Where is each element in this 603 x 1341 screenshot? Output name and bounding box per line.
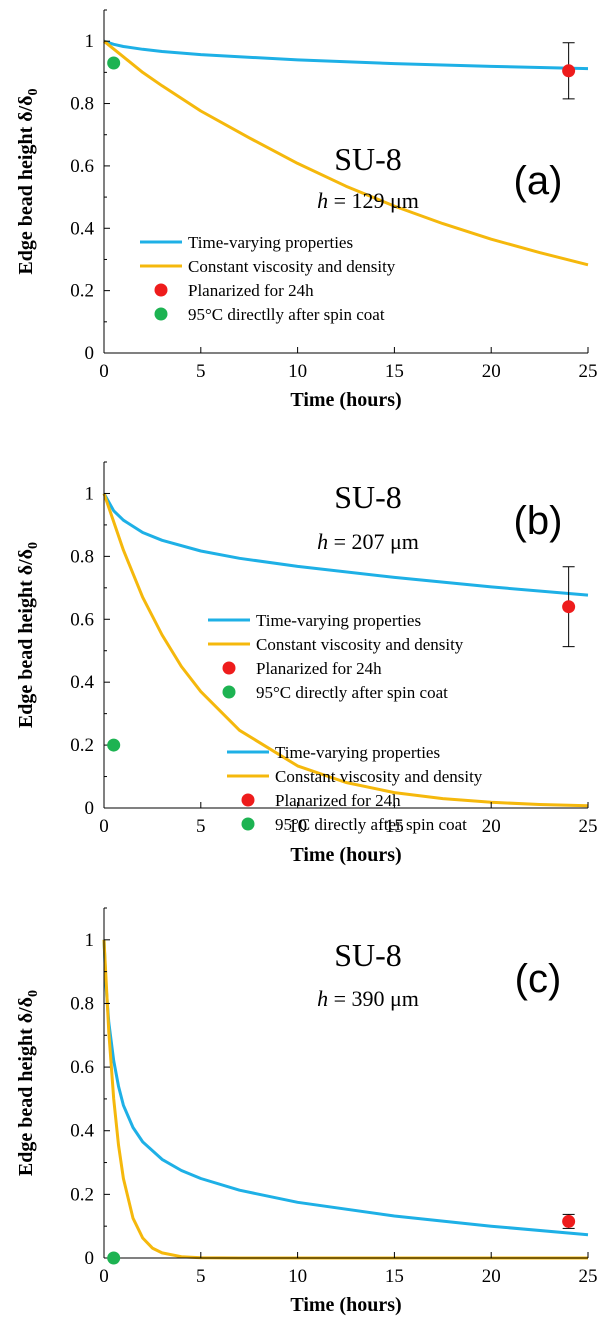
x-tick-label: 10 xyxy=(288,1266,307,1287)
y-tick-label: 0.4 xyxy=(70,672,94,693)
y-tick-label: 0.8 xyxy=(70,546,94,567)
material-label: SU-8 xyxy=(334,479,402,515)
y-axis-title: Edge bead height δ/δ0 xyxy=(15,542,41,728)
x-tick-label: 0 xyxy=(99,361,109,382)
data-point-4 xyxy=(107,738,121,752)
legend-entry: Constant viscosity and density xyxy=(256,635,464,654)
series-line-2 xyxy=(103,40,589,267)
data-point-3 xyxy=(562,600,576,614)
y-tick-label: 0 xyxy=(85,343,95,364)
legend-swatch-marker xyxy=(222,661,236,675)
series-line-1 xyxy=(102,492,589,597)
x-axis-title: Time (hours) xyxy=(290,389,401,411)
panel-label: (a) xyxy=(514,159,563,203)
y-axis-title: Edge bead height δ/δ0 xyxy=(15,88,41,274)
y-tick-label: 0 xyxy=(85,1248,95,1269)
x-axis-title: Time (hours) xyxy=(290,844,401,866)
y-tick-label: 0.6 xyxy=(70,609,94,630)
x-tick-label: 5 xyxy=(196,1266,206,1287)
x-tick-label: 20 xyxy=(482,361,501,382)
legend-swatch-marker xyxy=(241,817,255,831)
y-tick-label: 0.8 xyxy=(70,993,94,1014)
legend-swatch-marker xyxy=(154,307,168,321)
material-label: SU-8 xyxy=(334,141,402,177)
legend-swatch-marker xyxy=(241,793,255,807)
data-point-4 xyxy=(107,1251,121,1265)
y-tick-label: 1 xyxy=(85,483,95,504)
legend: Time-varying properties Constant viscosit… xyxy=(227,743,483,834)
y-tick-label: 1 xyxy=(85,930,95,951)
legend-entry: Time-varying properties xyxy=(188,233,353,252)
y-tick-label: 0.2 xyxy=(70,281,94,302)
x-tick-label: 5 xyxy=(196,361,206,382)
legend-entry: 95°C directlly after spin coat xyxy=(188,305,385,324)
panel-label: (c) xyxy=(515,957,562,1001)
x-axis-title: Time (hours) xyxy=(290,1294,401,1316)
x-tick-label: 0 xyxy=(99,1266,109,1287)
y-tick-label: 0.8 xyxy=(70,94,94,115)
legend: Time-varying properties Constant viscosit… xyxy=(140,233,396,324)
y-tick-label: 0.2 xyxy=(70,1184,94,1205)
x-tick-label: 15 xyxy=(385,816,404,837)
x-tick-label: 15 xyxy=(385,361,404,382)
y-axis-title: Edge bead height δ/δ0 xyxy=(15,990,41,1176)
x-tick-label: 25 xyxy=(579,1266,598,1287)
panel-label: (b) xyxy=(514,499,563,543)
legend-entry: 95°C directly after spin coat xyxy=(256,683,448,702)
thickness-label: h = 390 μm xyxy=(317,986,419,1011)
y-tick-label: 0.4 xyxy=(70,1121,94,1142)
x-tick-label: 0 xyxy=(99,816,109,837)
y-tick-label: 0.4 xyxy=(70,218,94,239)
thickness-label: h = 129 μm xyxy=(317,188,419,213)
series-line-1 xyxy=(102,939,589,1237)
legend-entry: Constant viscosity and density xyxy=(275,767,483,786)
series-line-1 xyxy=(103,39,589,71)
legend: Time-varying properties Constant viscosit… xyxy=(208,611,464,702)
y-tick-label: 0.6 xyxy=(70,1057,94,1078)
legend-entry: Time-varying properties xyxy=(256,611,421,630)
y-tick-label: 0.6 xyxy=(70,156,94,177)
legend-entry: Planarized for 24h xyxy=(188,281,314,300)
x-tick-label: 20 xyxy=(482,816,501,837)
data-point-3 xyxy=(562,64,576,78)
x-tick-label: 25 xyxy=(579,816,598,837)
legend-entry: 95°C directly after spin coat xyxy=(275,815,467,834)
data-point-3 xyxy=(562,1214,576,1228)
y-tick-label: 0 xyxy=(85,798,95,819)
legend-swatch-marker xyxy=(154,283,168,297)
material-label: SU-8 xyxy=(334,937,402,973)
legend-entry: Planarized for 24h xyxy=(256,659,382,678)
x-tick-label: 15 xyxy=(385,1266,404,1287)
y-tick-label: 0.2 xyxy=(70,735,94,756)
x-tick-label: 5 xyxy=(196,816,206,837)
x-tick-label: 10 xyxy=(288,361,307,382)
x-tick-label: 20 xyxy=(482,1266,501,1287)
legend-entry: Time-varying properties xyxy=(275,743,440,762)
y-tick-label: 1 xyxy=(85,31,95,52)
thickness-label: h = 207 μm xyxy=(317,529,419,554)
legend-swatch-marker xyxy=(222,685,236,699)
legend-entry: Planarized for 24h xyxy=(275,791,401,810)
x-tick-label: 25 xyxy=(579,361,598,382)
legend-entry: Constant viscosity and density xyxy=(188,257,396,276)
x-tick-label: 10 xyxy=(288,816,307,837)
data-point-4 xyxy=(107,56,121,70)
series-line-2 xyxy=(102,493,589,808)
